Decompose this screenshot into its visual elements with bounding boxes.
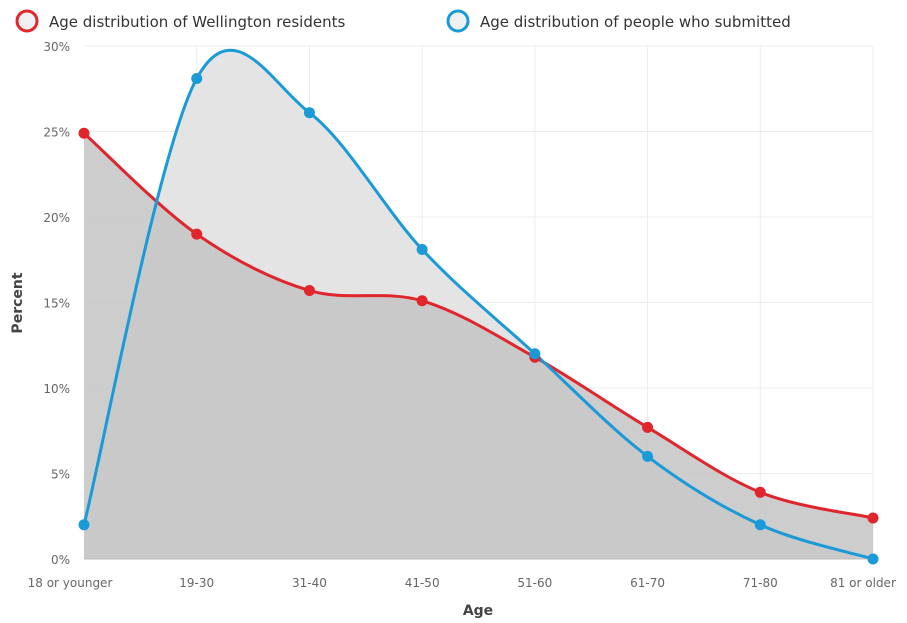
- area-residents: [84, 133, 873, 559]
- data-point-residents[interactable]: [416, 295, 428, 307]
- x-axis-title: Age: [463, 603, 493, 619]
- legend-item-submitters[interactable]: Age distribution of people who submitted: [446, 9, 791, 33]
- data-point-residents[interactable]: [642, 421, 654, 433]
- data-point-residents[interactable]: [754, 486, 766, 498]
- data-point-submitters[interactable]: [416, 243, 428, 255]
- y-tick-label: 5%: [51, 468, 70, 482]
- x-tick-label: 19-30: [179, 576, 214, 590]
- data-point-residents[interactable]: [303, 285, 315, 297]
- data-point-residents[interactable]: [191, 228, 203, 240]
- data-point-submitters[interactable]: [191, 72, 203, 84]
- series-points: [78, 72, 879, 565]
- x-tick-label: 31-40: [292, 576, 327, 590]
- y-axis-title: Percent: [10, 272, 26, 333]
- data-point-submitters[interactable]: [754, 519, 766, 531]
- data-point-submitters[interactable]: [78, 519, 90, 531]
- y-tick-label: 0%: [51, 553, 70, 567]
- y-tick-label: 30%: [43, 40, 70, 54]
- x-tick-label: 61-70: [630, 576, 665, 590]
- x-tick-label: 71-80: [743, 576, 778, 590]
- data-point-submitters[interactable]: [529, 348, 541, 360]
- legend-item-residents[interactable]: Age distribution of Wellington residents: [15, 9, 345, 33]
- y-tick-labels: 0% 5% 10% 15% 20% 25% 30%: [43, 40, 70, 567]
- data-point-residents[interactable]: [867, 512, 879, 524]
- y-tick-label: 15%: [43, 297, 70, 311]
- data-point-submitters[interactable]: [867, 553, 879, 565]
- x-tick-label: 51-60: [517, 576, 552, 590]
- x-tick-label: 41-50: [405, 576, 440, 590]
- legend: Age distribution of Wellington residents…: [15, 9, 791, 33]
- legend-label-residents: Age distribution of Wellington residents: [49, 13, 345, 31]
- x-tick-label: 18 or younger: [28, 576, 113, 590]
- x-tick-label: 81 or older: [830, 576, 896, 590]
- legend-swatch-residents: [15, 9, 39, 33]
- data-point-submitters[interactable]: [303, 107, 315, 119]
- y-tick-label: 20%: [43, 211, 70, 225]
- x-tick-labels: 18 or younger 19-30 31-40 41-50 51-60 61-70 71…: [28, 576, 896, 590]
- y-tick-label: 25%: [43, 126, 70, 140]
- y-tick-label: 10%: [43, 382, 70, 396]
- data-point-residents[interactable]: [78, 127, 90, 139]
- legend-swatch-submitters: [446, 9, 470, 33]
- legend-label-submitters: Age distribution of people who submitted: [480, 13, 791, 31]
- data-point-submitters[interactable]: [642, 450, 654, 462]
